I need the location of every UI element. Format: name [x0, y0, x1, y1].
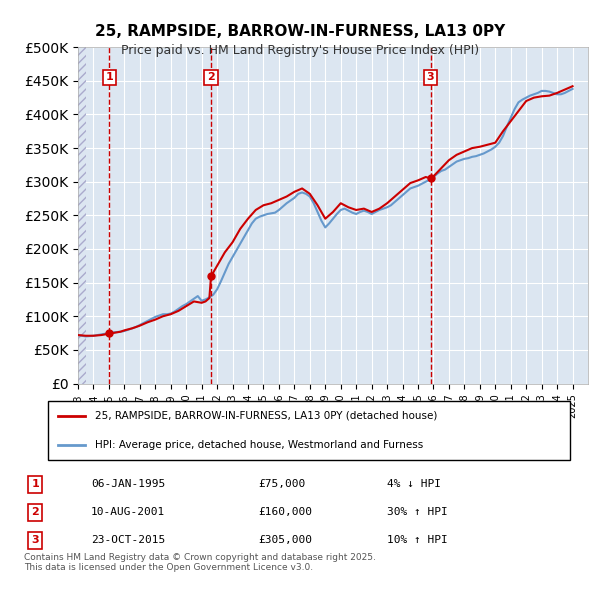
Text: 25, RAMPSIDE, BARROW-IN-FURNESS, LA13 0PY: 25, RAMPSIDE, BARROW-IN-FURNESS, LA13 0P…	[95, 24, 505, 38]
Text: 25, RAMPSIDE, BARROW-IN-FURNESS, LA13 0PY (detached house): 25, RAMPSIDE, BARROW-IN-FURNESS, LA13 0P…	[95, 411, 437, 421]
Text: 2: 2	[207, 73, 215, 83]
Text: 10% ↑ HPI: 10% ↑ HPI	[387, 536, 448, 545]
Text: 30% ↑ HPI: 30% ↑ HPI	[387, 507, 448, 517]
Text: 10-AUG-2001: 10-AUG-2001	[91, 507, 165, 517]
Text: 1: 1	[31, 479, 39, 489]
Text: 1: 1	[106, 73, 113, 83]
Text: 3: 3	[31, 536, 39, 545]
Text: 06-JAN-1995: 06-JAN-1995	[91, 479, 165, 489]
Text: £305,000: £305,000	[259, 536, 313, 545]
Text: 2: 2	[31, 507, 39, 517]
Text: Contains HM Land Registry data © Crown copyright and database right 2025.
This d: Contains HM Land Registry data © Crown c…	[24, 553, 376, 572]
Text: HPI: Average price, detached house, Westmorland and Furness: HPI: Average price, detached house, West…	[95, 441, 423, 450]
Text: £75,000: £75,000	[259, 479, 305, 489]
FancyBboxPatch shape	[48, 401, 570, 460]
Text: £160,000: £160,000	[259, 507, 313, 517]
Text: Price paid vs. HM Land Registry's House Price Index (HPI): Price paid vs. HM Land Registry's House …	[121, 44, 479, 57]
Text: 3: 3	[427, 73, 434, 83]
Text: 23-OCT-2015: 23-OCT-2015	[91, 536, 165, 545]
Bar	[78, 47, 86, 384]
Text: 4% ↓ HPI: 4% ↓ HPI	[387, 479, 440, 489]
